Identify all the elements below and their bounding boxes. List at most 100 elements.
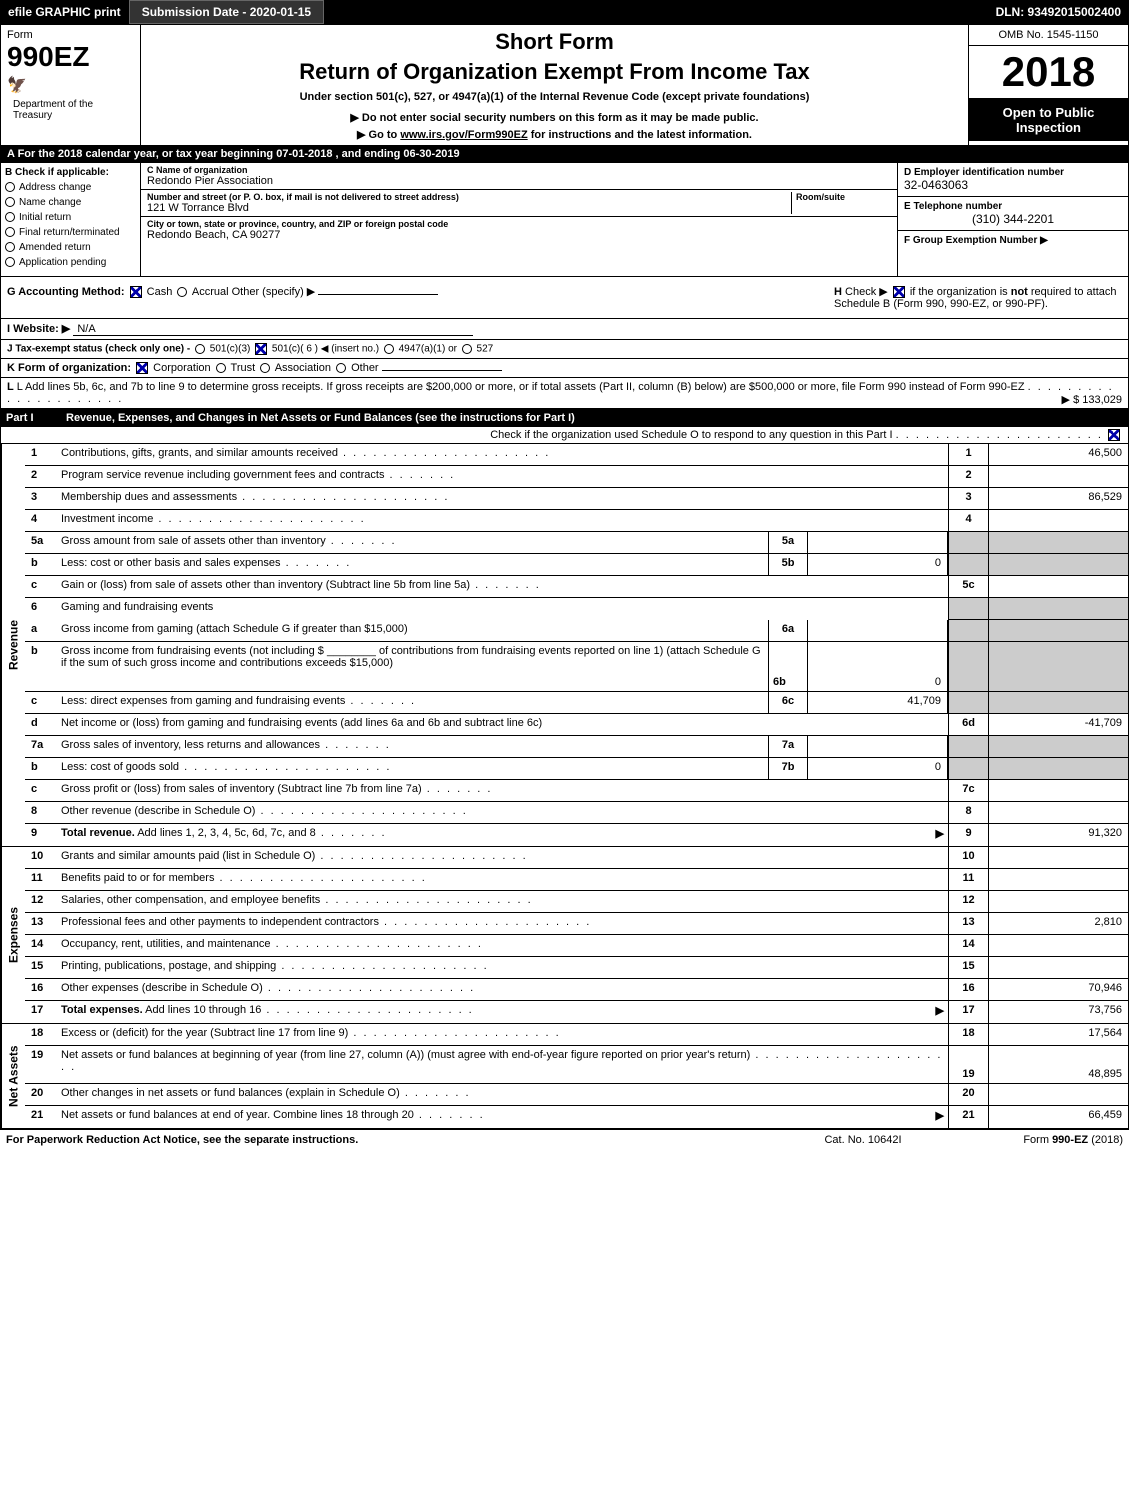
k-label: K Form of organization: [7,362,131,374]
website-label: I Website: ▶ [7,323,70,335]
cb-accrual[interactable] [177,287,187,297]
street-row: Number and street (or P. O. box, if mail… [141,190,897,217]
row-4: 4 Investment income 4 [25,510,1128,532]
cb-cash[interactable] [130,286,142,298]
footer-left: For Paperwork Reduction Act Notice, see … [6,1134,763,1146]
section-f: F Group Exemption Number ▶ [898,231,1128,250]
part1-check-o: Check if the organization used Schedule … [0,427,1129,444]
row-5b: b Less: cost or other basis and sales ex… [25,554,1128,576]
cb-name-change[interactable]: Name change [5,197,136,208]
irs-url[interactable]: www.irs.gov/Form990EZ [400,129,527,141]
cb-schedule-o[interactable] [1108,429,1120,441]
city: Redondo Beach, CA 90277 [147,229,891,241]
row-12: 12 Salaries, other compensation, and emp… [25,891,1128,913]
section-d: D Employer identification number 32-0463… [898,163,1128,197]
revenue-body: 1 Contributions, gifts, grants, and simi… [25,444,1128,846]
gh-section: G Accounting Method: Cash Accrual Other … [0,277,1129,319]
period-mid: , and ending [336,148,404,160]
cb-final-return[interactable]: Final return/terminated [5,227,136,238]
form-label: Form [7,29,134,41]
page-footer: For Paperwork Reduction Act Notice, see … [0,1129,1129,1150]
header-center: Short Form Return of Organization Exempt… [141,25,968,145]
return-title: Return of Organization Exempt From Incom… [151,59,958,85]
row-18: 18 Excess or (deficit) for the year (Sub… [25,1024,1128,1046]
part1-header: Part I Revenue, Expenses, and Changes in… [0,409,1129,427]
netassets-section: Net Assets 18 Excess or (deficit) for th… [0,1024,1129,1129]
section-b-label: B Check if applicable: [5,167,136,178]
org-name: Redondo Pier Association [147,175,891,187]
row-16: 16 Other expenses (describe in Schedule … [25,979,1128,1001]
room-label: Room/suite [796,192,891,202]
g-label: G Accounting Method: [7,286,125,298]
expenses-body: 10 Grants and similar amounts paid (list… [25,847,1128,1023]
cb-trust[interactable] [216,363,226,373]
open-public: Open to Public Inspection [969,99,1128,141]
dept-treasury: Department of the Treasury [7,95,134,125]
j-label: J Tax-exempt status (check only one) - [7,344,190,355]
cb-assoc[interactable] [260,363,270,373]
ein-label: D Employer identification number [904,167,1122,178]
cb-other-org[interactable] [336,363,346,373]
period-row: A For the 2018 calendar year, or tax yea… [0,146,1129,163]
city-row: City or town, state or province, country… [141,217,897,243]
row-2: 2 Program service revenue including gove… [25,466,1128,488]
cb-address-change[interactable]: Address change [5,182,136,193]
row-15: 15 Printing, publications, postage, and … [25,957,1128,979]
netassets-label: Net Assets [1,1024,25,1128]
row-10: 10 Grants and similar amounts paid (list… [25,847,1128,869]
group-exempt-label: F Group Exemption Number ▶ [904,235,1122,246]
row-11: 11 Benefits paid to or for members 11 [25,869,1128,891]
header-right: OMB No. 1545-1150 2018 Open to Public In… [968,25,1128,145]
street: 121 W Torrance Blvd [147,202,791,214]
section-k: K Form of organization: Corporation Trus… [0,359,1129,378]
efile-label: efile GRAPHIC print [0,5,129,19]
row-6a: a Gross income from gaming (attach Sched… [25,620,1128,642]
org-name-label: C Name of organization [147,165,891,175]
dln-label: DLN: 93492015002400 [988,5,1129,19]
cb-corp[interactable] [136,362,148,374]
l-amount: ▶ $ 133,029 [1062,393,1122,406]
row-8: 8 Other revenue (describe in Schedule O)… [25,802,1128,824]
section-def: D Employer identification number 32-0463… [898,163,1128,276]
do-not-enter: ▶ Do not enter social security numbers o… [151,111,958,124]
footer-right: Form 990-EZ (2018) [963,1134,1123,1146]
row-19: 19 Net assets or fund balances at beginn… [25,1046,1128,1084]
short-form-title: Short Form [151,29,958,55]
header-left: Form 990EZ 🦅 Department of the Treasury [1,25,141,145]
row-9: 9 Total revenue. Add lines 1, 2, 3, 4, 5… [25,824,1128,846]
cb-4947[interactable] [384,344,394,354]
part1-title: Revenue, Expenses, and Changes in Net As… [66,412,1123,424]
cb-501c3[interactable] [195,344,205,354]
cb-pending[interactable]: Application pending [5,257,136,268]
cb-amended[interactable]: Amended return [5,242,136,253]
section-e: E Telephone number (310) 344-2201 [898,197,1128,231]
period-end: 06-30-2019 [403,148,459,160]
cb-527[interactable] [462,344,472,354]
form-header: Form 990EZ 🦅 Department of the Treasury … [0,24,1129,146]
netassets-body: 18 Excess or (deficit) for the year (Sub… [25,1024,1128,1128]
irs-seal-icon: 🦅 [7,75,134,95]
cb-schedule-b[interactable] [893,286,905,298]
row-7c: c Gross profit or (loss) from sales of i… [25,780,1128,802]
row-6b: b Gross income from fundraising events (… [25,642,1128,692]
phone-label: E Telephone number [904,201,1122,212]
row-6c: c Less: direct expenses from gaming and … [25,692,1128,714]
footer-center: Cat. No. 10642I [763,1134,963,1146]
submission-date: Submission Date - 2020-01-15 [129,0,324,24]
row-21: 21 Net assets or fund balances at end of… [25,1106,1128,1128]
form-number: 990EZ [7,41,134,73]
city-label: City or town, state or province, country… [147,219,891,229]
section-g: G Accounting Method: Cash Accrual Other … [1,277,828,318]
row-3: 3 Membership dues and assessments 3 86,5… [25,488,1128,510]
cb-initial-return[interactable]: Initial return [5,212,136,223]
cb-501c[interactable] [255,343,267,355]
period-begin: 07-01-2018 [276,148,332,160]
ein: 32-0463063 [904,178,1122,192]
section-i: I Website: ▶ N/A [0,319,1129,340]
row-6: 6 Gaming and fundraising events [25,598,1128,620]
period-prefix: A For the 2018 calendar year, or tax yea… [7,148,276,160]
top-bar: efile GRAPHIC print Submission Date - 20… [0,0,1129,24]
org-name-row: C Name of organization Redondo Pier Asso… [141,163,897,190]
section-l: L L Add lines 5b, 6c, and 7b to line 9 t… [0,378,1129,409]
expenses-section: Expenses 10 Grants and similar amounts p… [0,847,1129,1024]
